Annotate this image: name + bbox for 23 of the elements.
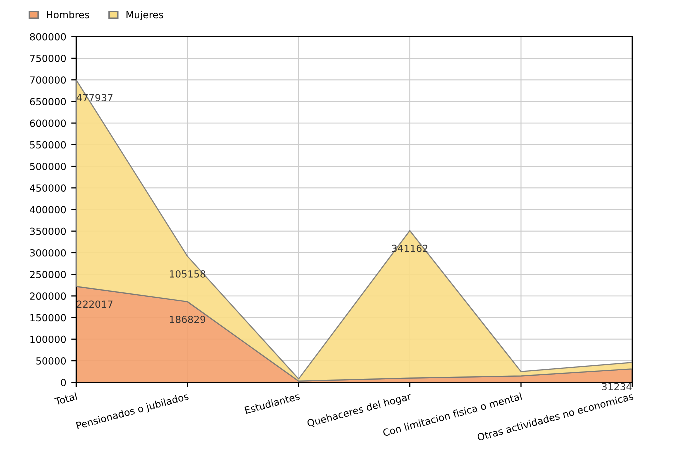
y-tick-label: 750000	[30, 54, 66, 62]
x-tick-label: Total	[54, 392, 78, 406]
legend-label: Hombres	[47, 11, 90, 19]
y-tick-label: 400000	[30, 206, 66, 214]
y-tick-label: 150000	[30, 314, 66, 322]
y-tick-label: 450000	[30, 184, 66, 192]
data-label: 31234	[602, 383, 632, 391]
y-tick-label: 800000	[30, 33, 66, 41]
y-tick-label: 300000	[30, 249, 66, 257]
data-label: 186829	[170, 316, 206, 324]
y-tick-label: 650000	[30, 98, 66, 106]
y-tick-label: 350000	[30, 228, 66, 236]
y-tick-label: 200000	[30, 292, 66, 300]
y-tick-label: 100000	[30, 336, 66, 344]
data-label: 222017	[77, 300, 113, 308]
y-tick-label: 550000	[30, 141, 66, 149]
legend-label: Mujeres	[126, 11, 164, 20]
y-tick-label: 0	[61, 379, 66, 386]
y-tick-label: 700000	[30, 76, 66, 84]
y-tick-label: 50000	[36, 358, 66, 365]
y-tick-label: 500000	[30, 163, 66, 170]
y-tick-label: 250000	[30, 271, 66, 278]
y-tick-label: 600000	[30, 120, 66, 128]
